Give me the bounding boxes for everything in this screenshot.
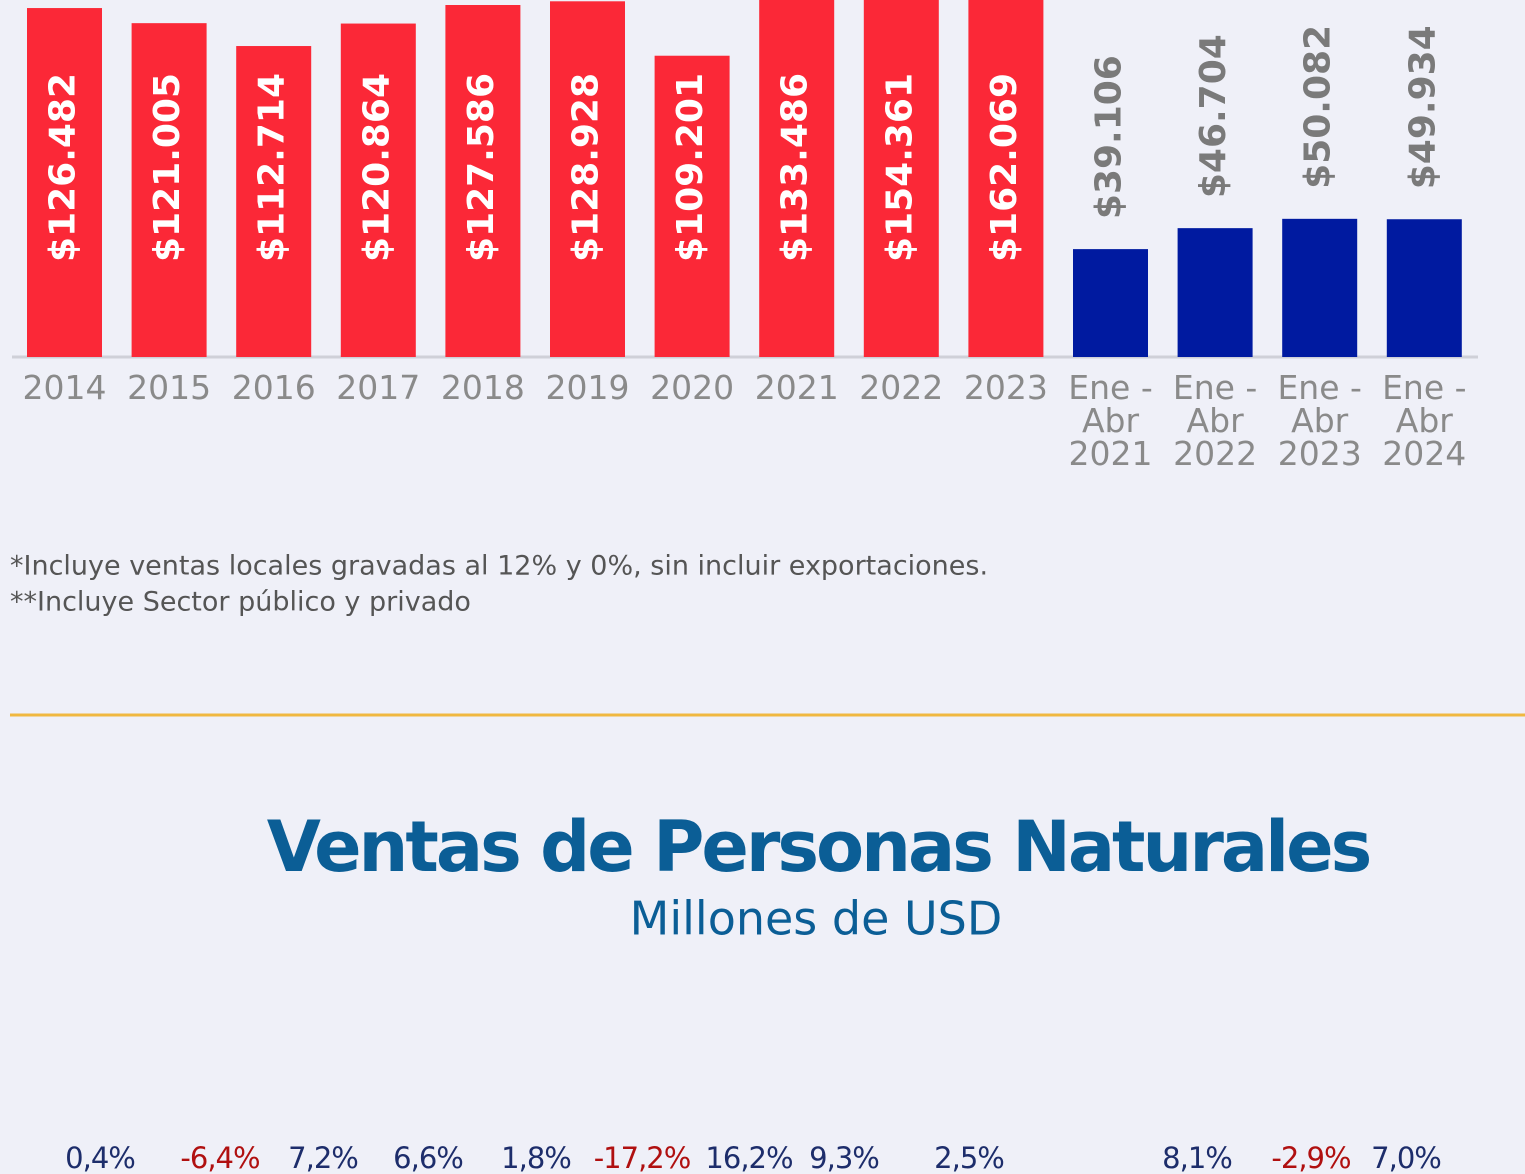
chart-subtitle: Millones de USD	[630, 892, 1003, 946]
x-tick-label: 2020	[650, 368, 734, 407]
value-label: $128.928	[566, 73, 607, 262]
bar	[550, 1, 625, 358]
x-tick-label: Ene -Abr 2024	[1382, 368, 1466, 473]
footnote: **Incluye Sector público y privado	[10, 587, 471, 618]
growth-label: 7,0%	[1371, 1141, 1441, 1174]
x-tick-label: 2017	[336, 368, 420, 407]
bar	[1073, 249, 1148, 357]
value-label: $154.361	[879, 73, 920, 262]
footnote: *Incluye ventas locales gravadas al 12% …	[10, 551, 988, 582]
growth-label: 0,4%	[65, 1141, 135, 1174]
value-label: $162.069	[984, 73, 1025, 262]
x-tick-label: Ene -Abr 2021	[1068, 368, 1152, 473]
growth-label: -6,4%	[180, 1141, 259, 1174]
bar	[236, 46, 312, 357]
growth-label: 16,2%	[705, 1141, 792, 1174]
growth-label: 6,6%	[393, 1141, 463, 1174]
x-tick-label: Ene -Abr 2023	[1277, 368, 1361, 473]
x-tick-label: 2023	[964, 368, 1048, 407]
bar	[654, 55, 730, 358]
growth-label: 7,2%	[288, 1141, 358, 1174]
bar	[968, 0, 1044, 358]
bar	[1386, 219, 1462, 357]
bar	[445, 5, 521, 358]
growth-label: 1,8%	[501, 1141, 571, 1174]
x-tick-label: 2021	[755, 368, 839, 407]
value-label: $49.934	[1402, 25, 1443, 189]
growth-label: 9,3%	[809, 1141, 879, 1174]
value-label: $50.082	[1298, 25, 1339, 189]
value-label: $46.704	[1193, 34, 1234, 198]
x-tick-label: 2016	[232, 368, 316, 407]
bar	[1177, 228, 1253, 357]
x-tick-label: Ene -Abr 2022	[1173, 368, 1257, 473]
value-label: $133.486	[775, 73, 816, 262]
x-tick-label: 2015	[127, 368, 211, 407]
value-label: $126.482	[43, 73, 84, 262]
value-label: $112.714	[252, 73, 293, 262]
x-tick-label: 2018	[441, 368, 525, 407]
x-tick-label: 2019	[546, 368, 630, 407]
growth-label: -2,9%	[1271, 1141, 1350, 1174]
value-label: $120.864	[356, 73, 397, 262]
x-tick-label: 2014	[23, 368, 107, 407]
bar	[1282, 218, 1358, 357]
bar	[759, 0, 835, 358]
bar	[340, 23, 416, 357]
chart-title: Ventas de Personas Naturales	[267, 806, 1370, 888]
bar	[27, 8, 102, 357]
growth-label: -17,2%	[594, 1141, 691, 1174]
growth-label: 8,1%	[1162, 1141, 1232, 1174]
value-label: $121.005	[147, 73, 188, 262]
bar	[131, 23, 207, 357]
value-label: $39.106	[1089, 55, 1130, 219]
growth-label: 2,5%	[934, 1141, 1004, 1174]
value-label: $109.201	[670, 73, 711, 262]
value-label: $127.586	[461, 73, 502, 262]
bar	[863, 0, 939, 358]
x-tick-label: 2022	[859, 368, 943, 407]
